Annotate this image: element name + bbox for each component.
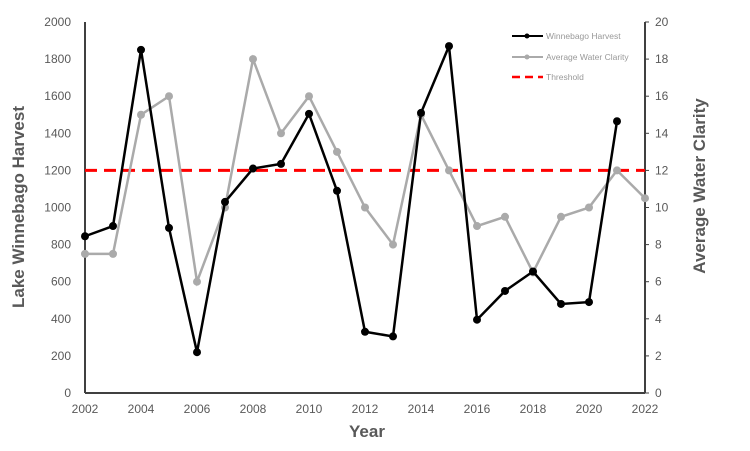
y2-tick-label: 6 [655, 275, 662, 289]
data-point-harvest [109, 222, 117, 231]
data-point-harvest [473, 315, 481, 324]
data-point-harvest [417, 108, 425, 117]
data-point-harvest [585, 298, 593, 307]
data-point-harvest [501, 286, 509, 295]
data-point-clarity [249, 55, 257, 64]
y2-tick-label: 18 [655, 52, 669, 66]
legend-threshold: Threshold [546, 72, 584, 82]
data-point-clarity [585, 203, 593, 212]
legend-harvest: Winnebago Harvest [546, 31, 621, 41]
data-point-harvest [557, 299, 565, 308]
data-point-harvest [193, 348, 201, 357]
legend: Winnebago Harvest Average Water Clarity … [512, 31, 629, 82]
y-tick-label: 1800 [44, 52, 71, 66]
x-tick-label: 2008 [240, 402, 267, 416]
data-point-clarity [473, 222, 481, 231]
data-point-harvest [277, 159, 285, 168]
x-tick-label: 2006 [184, 402, 211, 416]
data-point-harvest [529, 267, 537, 276]
data-point-harvest [445, 42, 453, 51]
y2-tick-label: 4 [655, 312, 662, 326]
data-point-clarity [277, 129, 285, 138]
y2-tick-label: 12 [655, 163, 669, 177]
data-point-harvest [165, 223, 173, 232]
data-point-clarity [137, 110, 145, 119]
data-point-harvest [221, 197, 229, 206]
data-point-harvest [361, 327, 369, 336]
data-point-clarity [193, 277, 201, 286]
data-point-harvest [81, 232, 89, 241]
y-tick-label: 1400 [44, 126, 71, 140]
x-axis-label: Year [349, 422, 385, 441]
data-point-clarity [501, 212, 509, 221]
y-tick-label: 1600 [44, 89, 71, 103]
data-point-clarity [81, 249, 89, 258]
y2-tick-label: 8 [655, 238, 662, 252]
data-point-clarity [641, 194, 649, 203]
data-point-clarity [305, 92, 313, 101]
data-point-clarity [445, 166, 453, 175]
x-tick-label: 2014 [408, 402, 435, 416]
x-tick-label: 2016 [464, 402, 491, 416]
data-point-harvest [389, 332, 397, 341]
data-point-clarity [613, 166, 621, 175]
y2-tick-label: 10 [655, 201, 669, 215]
x-tick-label: 2022 [632, 402, 659, 416]
x-tick-label: 2020 [576, 402, 603, 416]
x-tick-label: 2002 [72, 402, 99, 416]
y-tick-label: 800 [51, 238, 71, 252]
data-point-clarity [109, 249, 117, 258]
data-point-harvest [613, 117, 621, 126]
y2-tick-label: 16 [655, 89, 669, 103]
data-point-clarity [165, 92, 173, 101]
x-tick-label: 2010 [296, 402, 323, 416]
y-tick-label: 0 [64, 386, 71, 400]
data-point-harvest [137, 45, 145, 54]
data-point-harvest [333, 186, 341, 195]
data-point-clarity [333, 147, 341, 156]
data-point-clarity [389, 240, 397, 249]
data-point-harvest [249, 164, 257, 173]
y2-tick-label: 14 [655, 126, 669, 140]
y2-tick-label: 2 [655, 349, 662, 363]
x-tick-label: 2012 [352, 402, 379, 416]
x-tick-label: 2004 [128, 402, 155, 416]
y-tick-label: 400 [51, 312, 71, 326]
y2-axis-label: Average Water Clarity [690, 98, 709, 274]
x-tick-label: 2018 [520, 402, 547, 416]
data-point-clarity [557, 212, 565, 221]
y-tick-label: 200 [51, 349, 71, 363]
y-tick-label: 1200 [44, 163, 71, 177]
legend-clarity: Average Water Clarity [546, 52, 629, 62]
y2-tick-label: 0 [655, 386, 662, 400]
y2-tick-label: 20 [655, 15, 669, 29]
y-tick-label: 1000 [44, 201, 71, 215]
y-axis-label: Lake Winnebago Harvest [9, 106, 28, 308]
y-tick-label: 2000 [44, 15, 71, 29]
y-tick-label: 600 [51, 275, 71, 289]
data-point-clarity [361, 203, 369, 212]
data-point-harvest [305, 109, 313, 118]
series-line-harvest [84, 45, 619, 353]
